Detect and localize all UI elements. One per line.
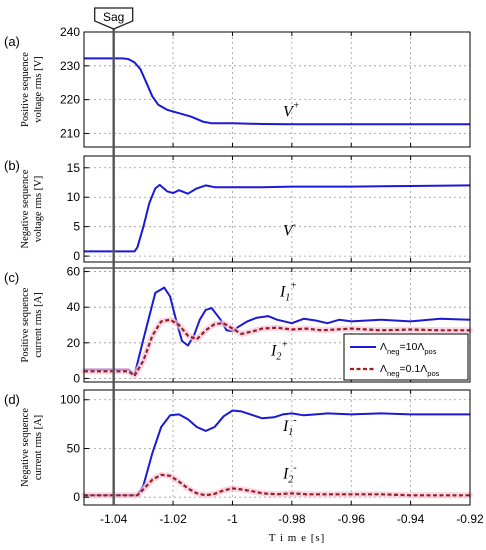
y-axis-label: Positive sequence xyxy=(20,52,31,127)
x-axis-label: T i m e [s] xyxy=(269,532,326,544)
axis-frame xyxy=(83,389,471,506)
series-annotation: V+ xyxy=(283,101,300,121)
series-annotation: I1- xyxy=(282,415,297,438)
series-annotation: I2- xyxy=(282,463,297,486)
x-tick-label: -1 xyxy=(227,512,238,526)
series-line-solid xyxy=(84,409,470,497)
y-tick-label: 230 xyxy=(60,59,80,73)
y-tick-label: 60 xyxy=(67,265,81,279)
series-line-solid xyxy=(84,183,471,253)
panel-d: 0 50 100 (d)Negative sequence current rms [A… xyxy=(4,389,473,506)
panel-label: (a) xyxy=(4,34,20,49)
y-tick-label: 50 xyxy=(67,441,81,455)
y-tick-label: 100 xyxy=(60,393,80,407)
y-tick-label: 0 xyxy=(73,371,80,385)
panel-b: 0 5 10 15 (b)Negative sequence voltage rms [V… xyxy=(4,155,471,263)
y-tick-label: 40 xyxy=(67,300,81,314)
axis-frame xyxy=(83,267,471,383)
axis-frame xyxy=(83,155,471,263)
y-tick-label: 10 xyxy=(67,190,81,204)
series-line-solid xyxy=(84,57,470,126)
x-tick-label: -0.98 xyxy=(278,512,306,526)
x-tick-label: -1.04 xyxy=(100,512,128,526)
sag-badge xyxy=(94,7,134,30)
y-axis-label: Negative sequence xyxy=(20,169,31,248)
series-annotation: I1+ xyxy=(279,281,297,304)
series-line-dashed xyxy=(84,318,470,377)
x-tick-label: -0.94 xyxy=(397,512,425,526)
panel-a: 210 220 230 240 (a)Positive sequence voltage … xyxy=(4,25,471,148)
legend: Λneg=10Λpos Λneg=0.1Λpos xyxy=(343,333,469,381)
x-tick-label: -1.02 xyxy=(159,512,187,526)
legend-label: Λneg=10Λpos xyxy=(380,341,437,356)
y-axis-label: Negative sequence xyxy=(20,408,31,487)
series-line-dashed xyxy=(84,473,470,497)
y-axis-label: voltage rms [V] xyxy=(33,56,44,122)
y-axis-label: voltage rms [V] xyxy=(33,176,44,242)
y-tick-label: 210 xyxy=(60,126,80,140)
series-line-solid xyxy=(84,286,471,376)
panel-label: (d) xyxy=(4,392,20,407)
panel-label: (c) xyxy=(4,270,19,285)
sag-marker: Sag xyxy=(94,7,134,505)
y-tick-label: 0 xyxy=(73,490,80,504)
axis-frame xyxy=(83,31,471,148)
series-annotation: I2+ xyxy=(270,339,288,362)
y-tick-label: 15 xyxy=(67,161,81,175)
x-tick-label: -0.92 xyxy=(456,512,484,526)
legend-box xyxy=(343,333,469,381)
y-axis-label: current rms [A] xyxy=(33,415,44,480)
y-axis-label: Positive sequence xyxy=(20,287,31,362)
y-axis-label: current rms [A] xyxy=(33,292,44,357)
y-tick-label: 0 xyxy=(73,249,80,263)
y-tick-label: 240 xyxy=(60,25,80,39)
panel-label: (b) xyxy=(4,158,20,173)
sag-label: Sag xyxy=(103,10,124,24)
y-tick-label: 220 xyxy=(60,93,80,107)
x-tick-label: -0.96 xyxy=(338,512,366,526)
series-annotation: V- xyxy=(283,220,296,240)
y-tick-label: 5 xyxy=(73,220,80,234)
y-tick-label: 20 xyxy=(67,336,81,350)
legend-label: Λneg=0.1Λpos xyxy=(380,363,440,378)
